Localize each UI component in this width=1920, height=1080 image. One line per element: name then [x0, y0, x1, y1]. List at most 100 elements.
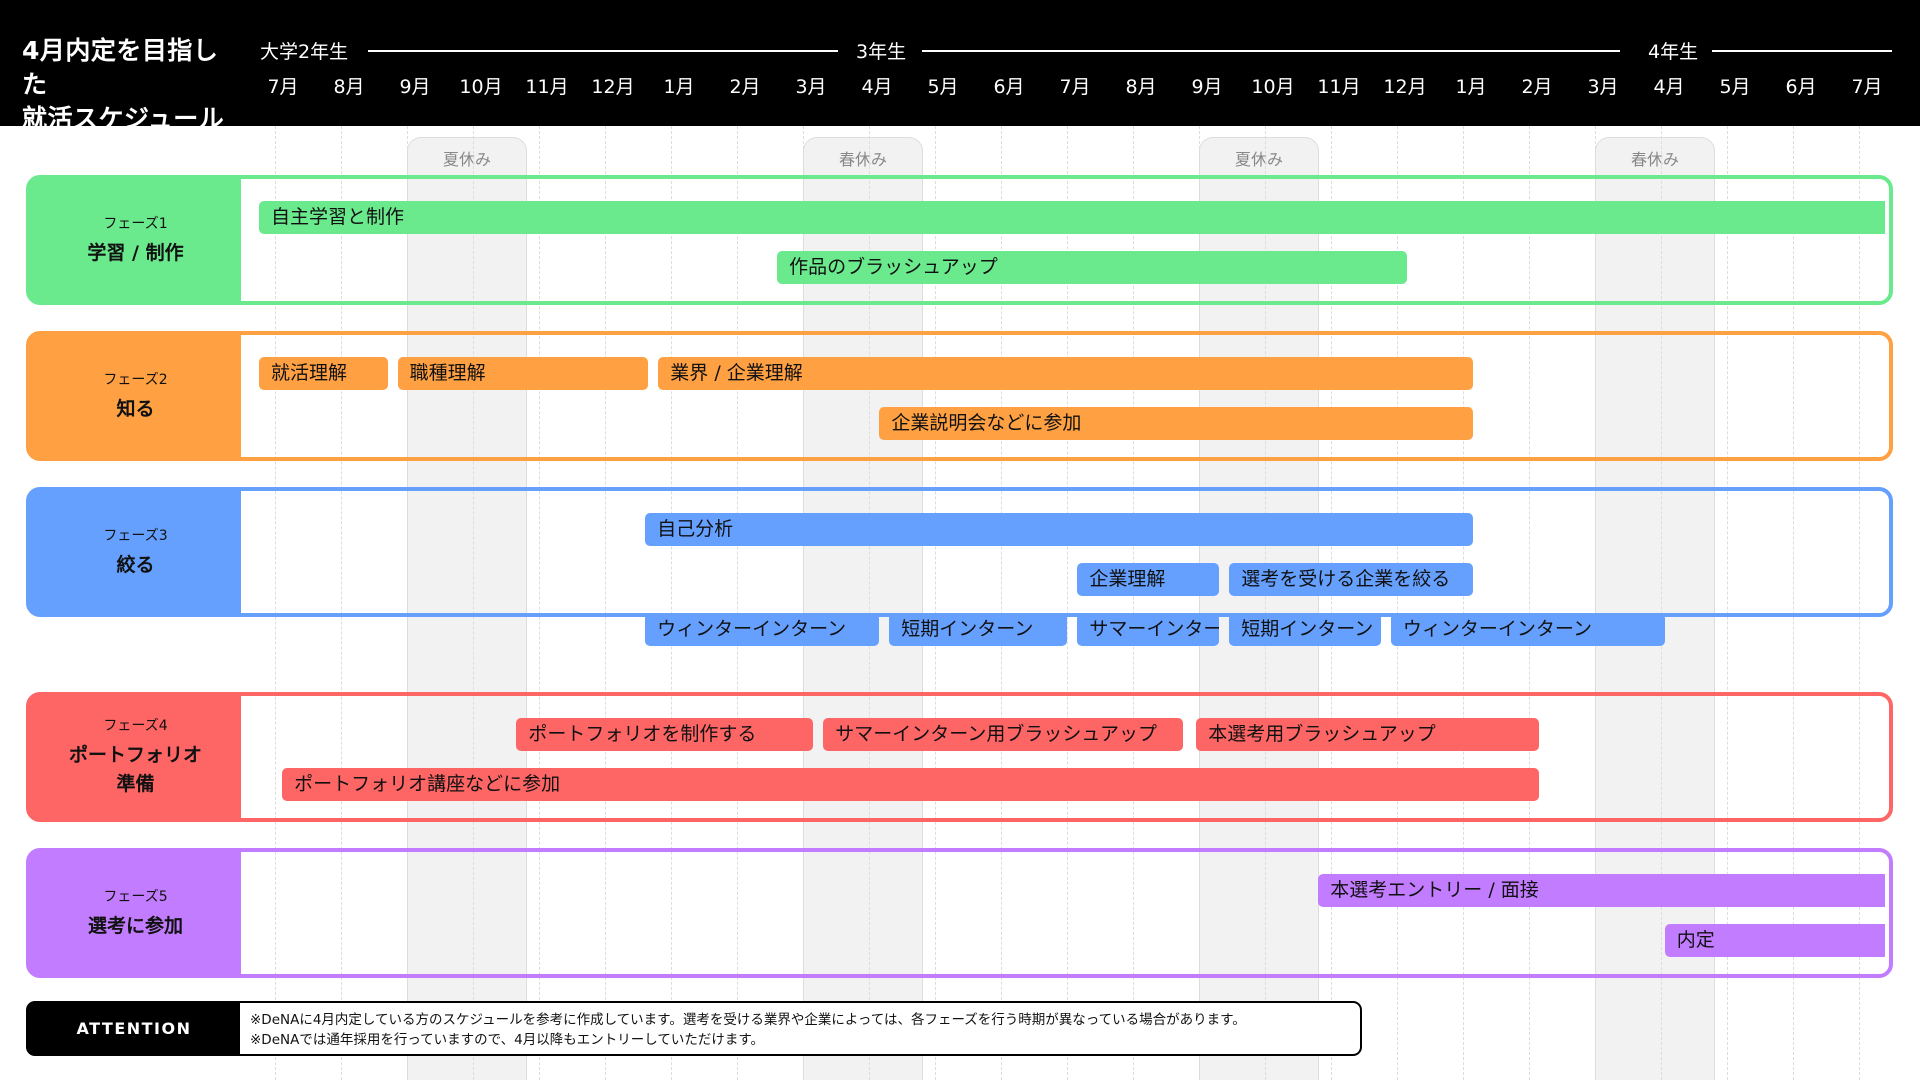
month-gridline [341, 126, 342, 1080]
phase-number: フェーズ4 [103, 718, 168, 734]
year-label: 大学2年生 [260, 41, 349, 63]
month-gridline [737, 126, 738, 1080]
phase-name: 選考に参加 [87, 914, 183, 937]
month-gridline [1331, 126, 1332, 1080]
task-bar: 短期インターン [1229, 613, 1381, 646]
task-bar: ポートフォリオを制作する [516, 718, 814, 751]
phase-label: フェーズ1 学習 / 制作 [30, 179, 241, 301]
phase-label: フェーズ4 ポートフォリオ 準備 [30, 696, 241, 818]
task-bar: 職種理解 [397, 357, 649, 390]
month-label: 11月 [525, 76, 569, 98]
month-gridline [1859, 126, 1860, 1080]
task-bar: ウィンターインターン [1390, 613, 1665, 646]
phase-number: フェーズ5 [103, 888, 168, 905]
vacation-label: 春休み [1630, 150, 1679, 169]
task-bar: 作品のブラッシュアップ [777, 251, 1408, 284]
month-gridline [1397, 126, 1398, 1080]
task-bar: 企業理解 [1077, 563, 1220, 596]
month-label: 3月 [1587, 76, 1619, 98]
phase-label: フェーズ5 選考に参加 [30, 852, 241, 974]
task-bar: ウィンターインターン [645, 613, 880, 646]
month-gridline [275, 126, 276, 1080]
task-bar: 内定 [1664, 924, 1885, 957]
month-label: 1月 [1455, 76, 1487, 98]
task-bar: サマーインターン用ブラッシュアップ [823, 718, 1183, 751]
month-gridline [1133, 126, 1134, 1080]
phase-label: フェーズ3 絞る [30, 491, 241, 613]
header: 4月内定を目指した 就活スケジュール 7月 8月 9月 10月 11月 12月 1月 2月 3月… [0, 0, 1920, 133]
month-gridline [1793, 126, 1794, 1080]
month-gridline [605, 126, 606, 1080]
month-gridline [473, 126, 474, 1080]
month-label: 9月 [399, 76, 431, 98]
year-divider-line [922, 50, 1620, 52]
month-label: 3月 [795, 76, 827, 98]
phase-1-row: フェーズ1 学習 / 制作 自主学習と制作 作品のブラッシュアップ [26, 175, 1893, 305]
phase-name: ポートフォリオ 準備 [68, 744, 202, 795]
month-label: 6月 [1785, 76, 1817, 98]
attention-text: ※DeNAに4月内定している方のスケジュールを参考に作成しています。選考を受ける… [250, 1010, 1246, 1050]
phase-label: フェーズ2 知る [30, 335, 241, 457]
year-divider-line [368, 50, 838, 52]
vacation-label: 春休み [838, 150, 887, 169]
month-gridline [1199, 126, 1200, 1080]
month-gridline [869, 126, 870, 1080]
month-gridline [1001, 126, 1002, 1080]
vacation-column: 春休み [803, 137, 923, 1080]
month-gridline [1595, 126, 1596, 1080]
task-bar: 本選考用ブラッシュアップ [1196, 718, 1540, 751]
title-line2: 就活スケジュール [22, 104, 225, 133]
vacation-label: 夏休み [442, 150, 491, 169]
month-label: 5月 [1719, 76, 1751, 98]
year-label: 4年生 [1648, 41, 1699, 63]
phase-2-row: フェーズ2 知る 就活理解 職種理解 業界 / 企業理解 企業説明会などに参加 [26, 331, 1893, 461]
month-label: 11月 [1317, 76, 1361, 98]
month-label: 7月 [267, 76, 299, 98]
attention-badge: ATTENTION [28, 1003, 240, 1054]
month-label: 10月 [459, 76, 503, 98]
year-divider-line [1712, 50, 1892, 52]
month-label: 9月 [1191, 76, 1223, 98]
phase-number: フェーズ3 [103, 527, 168, 544]
phase-3-row: フェーズ3 絞る 自己分析 企業理解 選考を受ける企業を絞る ウィンターインターン 短期イン… [26, 487, 1893, 646]
phase-name: 絞る [116, 553, 155, 576]
attention-line-2: ※DeNAでは通年採用を行っていますので、4月以降もエントリーしていただけます。 [250, 1032, 764, 1048]
month-gridline [1661, 126, 1662, 1080]
task-bar: 本選考エントリー / 面接 [1318, 874, 1885, 907]
month-gridline [803, 126, 804, 1080]
month-label: 6月 [993, 76, 1025, 98]
month-label: 5月 [927, 76, 959, 98]
page-title: 4月内定を目指した 就活スケジュール [22, 34, 242, 136]
month-gridline [407, 126, 408, 1080]
vacation-label: 夏休み [1234, 150, 1283, 169]
month-label: 4月 [1653, 76, 1685, 98]
month-gridline [1529, 126, 1530, 1080]
month-gridline [1727, 126, 1728, 1080]
year-label: 3年生 [856, 41, 907, 63]
task-bar: 企業説明会などに参加 [879, 407, 1474, 440]
month-label: 1月 [663, 76, 695, 98]
phase-number: フェーズ1 [103, 215, 168, 232]
title-line1: 月内定を目指した [22, 36, 219, 99]
month-gridline [539, 126, 540, 1080]
title-number: 4 [22, 36, 40, 65]
month-label: 2月 [1521, 76, 1553, 98]
task-bar: サマーインターン [1077, 613, 1220, 646]
task-bar: ポートフォリオ講座などに参加 [282, 768, 1540, 801]
month-label: 12月 [591, 76, 635, 98]
task-bar: 短期インターン [889, 613, 1068, 646]
month-gridline [935, 126, 936, 1080]
vacation-column: 夏休み [407, 137, 527, 1080]
phase-number: フェーズ2 [103, 371, 168, 388]
month-label: 2月 [729, 76, 761, 98]
phase-name: 知る [116, 397, 155, 420]
month-gridline [1067, 126, 1068, 1080]
vacation-column: 夏休み [1199, 137, 1319, 1080]
month-gridline [1265, 126, 1266, 1080]
month-gridline [671, 126, 672, 1080]
month-label: 7月 [1851, 76, 1883, 98]
month-label: 8月 [1125, 76, 1157, 98]
task-bar: 就活理解 [259, 357, 388, 390]
month-label: 4月 [861, 76, 893, 98]
month-label: 12月 [1383, 76, 1427, 98]
